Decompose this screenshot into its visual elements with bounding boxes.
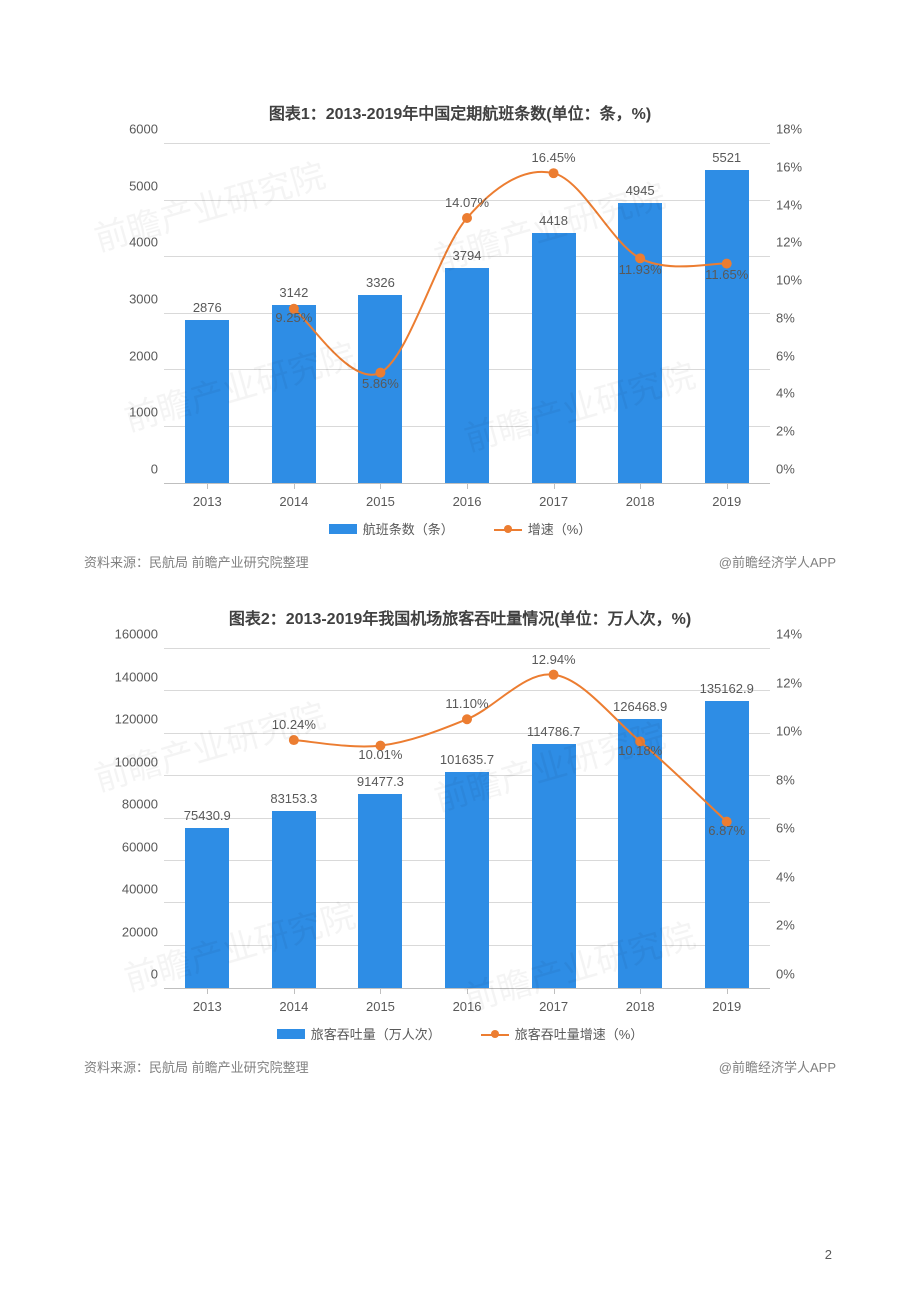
y2-tick: 14% (776, 627, 802, 642)
y2-tick: 10% (776, 724, 802, 739)
y2-tick: 4% (776, 869, 795, 884)
y1-tick: 80000 (122, 797, 158, 812)
x-category: 2014 (251, 484, 338, 509)
chart1-title: 图表1：2013-2019年中国定期航班条数(单位：条，%) (80, 100, 840, 124)
y2-tick: 0% (776, 462, 795, 477)
chart2-plot-area: 0 20000 40000 60000 80000 100000 120000 140000 1… (100, 649, 820, 989)
line-value-label: 5.86% (362, 376, 399, 391)
line-value-label: 10.24% (272, 717, 316, 732)
legend-bar-label: 航班条数（条） (363, 519, 454, 538)
line-value-label: 11.93% (619, 262, 662, 277)
line-value-label: 16.45% (532, 150, 576, 165)
page-number: 2 (825, 1247, 832, 1262)
chart2-x-axis: 2013201420152016201720182019 (164, 989, 770, 1014)
x-category: 2016 (424, 484, 511, 509)
y1-tick: 6000 (129, 122, 158, 137)
line-value-label: 10.18% (618, 743, 662, 758)
y1-tick: 160000 (115, 627, 158, 642)
x-category: 2013 (164, 484, 251, 509)
x-category: 2018 (597, 484, 684, 509)
line-value-label: 12.94% (532, 652, 576, 667)
y1-tick: 20000 (122, 924, 158, 939)
legend-line-label: 旅客吞吐量增速（%） (515, 1024, 644, 1043)
x-category: 2017 (510, 484, 597, 509)
y1-tick: 120000 (115, 712, 158, 727)
line-value-label: 10.01% (358, 747, 402, 762)
y2-tick: 2% (776, 918, 795, 933)
chart1-x-axis: 2013201420152016201720182019 (164, 484, 770, 509)
x-category: 2019 (683, 484, 770, 509)
legend-line-label: 增速（%） (528, 519, 592, 538)
x-category: 2015 (337, 989, 424, 1014)
line-value-label: 14.07% (445, 195, 489, 210)
y2-tick: 0% (776, 967, 795, 982)
line-marker (289, 735, 299, 745)
chart1-legend-line: 增速（%） (494, 519, 592, 538)
y1-tick: 4000 (129, 235, 158, 250)
line-marker (462, 213, 472, 223)
y2-tick: 2% (776, 424, 795, 439)
y2-tick: 12% (776, 235, 802, 250)
chart1-legend: 航班条数（条） 增速（%） (100, 519, 820, 538)
y1-tick: 0 (151, 462, 158, 477)
y2-tick: 16% (776, 159, 802, 174)
y1-tick: 100000 (115, 754, 158, 769)
y2-tick: 10% (776, 273, 802, 288)
legend-bar-swatch (329, 524, 357, 534)
y1-tick: 5000 (129, 178, 158, 193)
y2-tick: 8% (776, 310, 795, 325)
x-category: 2014 (251, 989, 338, 1014)
y1-tick: 140000 (115, 669, 158, 684)
y2-tick: 6% (776, 821, 795, 836)
y2-tick: 14% (776, 197, 802, 212)
y2-tick: 18% (776, 122, 802, 137)
x-category: 2013 (164, 989, 251, 1014)
y1-tick: 3000 (129, 292, 158, 307)
line-marker (549, 168, 559, 178)
chart2-legend-line: 旅客吞吐量增速（%） (481, 1024, 644, 1043)
line-value-label: 6.87% (708, 823, 745, 838)
line-value-label: 9.25% (275, 310, 312, 325)
chart2-source: 资料来源：民航局 前瞻产业研究院整理 @前瞻经济学人APP (84, 1057, 836, 1076)
y1-tick: 40000 (122, 882, 158, 897)
growth-line (294, 172, 727, 375)
x-category: 2017 (510, 989, 597, 1014)
y2-tick: 6% (776, 348, 795, 363)
legend-bar-label: 旅客吞吐量（万人次） (311, 1024, 441, 1043)
chart2-source-right: @前瞻经济学人APP (719, 1057, 836, 1076)
chart2-title: 图表2：2013-2019年我国机场旅客吞吐量情况(单位：万人次，%) (80, 605, 840, 629)
line-value-label: 11.65% (705, 267, 748, 282)
y2-tick: 8% (776, 772, 795, 787)
chart2-legend-bar: 旅客吞吐量（万人次） (277, 1024, 441, 1043)
y2-tick: 12% (776, 675, 802, 690)
legend-bar-swatch (277, 1029, 305, 1039)
y2-tick: 4% (776, 386, 795, 401)
chart1-legend-bar: 航班条数（条） (329, 519, 454, 538)
chart1-source: 资料来源：民航局 前瞻产业研究院整理 @前瞻经济学人APP (84, 552, 836, 571)
y1-tick: 0 (151, 967, 158, 982)
line-marker (462, 714, 472, 724)
chart1-source-right: @前瞻经济学人APP (719, 552, 836, 571)
chart2-source-left: 资料来源：民航局 前瞻产业研究院整理 (84, 1057, 309, 1076)
line-marker (549, 670, 559, 680)
x-category: 2016 (424, 989, 511, 1014)
y1-tick: 1000 (129, 405, 158, 420)
x-category: 2015 (337, 484, 424, 509)
x-category: 2018 (597, 989, 684, 1014)
y1-tick: 60000 (122, 839, 158, 854)
legend-line-swatch (494, 524, 522, 534)
chart1: 0100020003000400050006000287631423326379… (100, 144, 820, 538)
chart2: 0 20000 40000 60000 80000 100000 120000 140000 1… (100, 649, 820, 1043)
y1-tick: 2000 (129, 348, 158, 363)
chart1-plot-area: 0100020003000400050006000287631423326379… (100, 144, 820, 484)
chart2-legend: 旅客吞吐量（万人次） 旅客吞吐量增速（%） (100, 1024, 820, 1043)
legend-line-swatch (481, 1029, 509, 1039)
chart1-source-left: 资料来源：民航局 前瞻产业研究院整理 (84, 552, 309, 571)
line-value-label: 11.10% (445, 696, 488, 711)
x-category: 2019 (683, 989, 770, 1014)
